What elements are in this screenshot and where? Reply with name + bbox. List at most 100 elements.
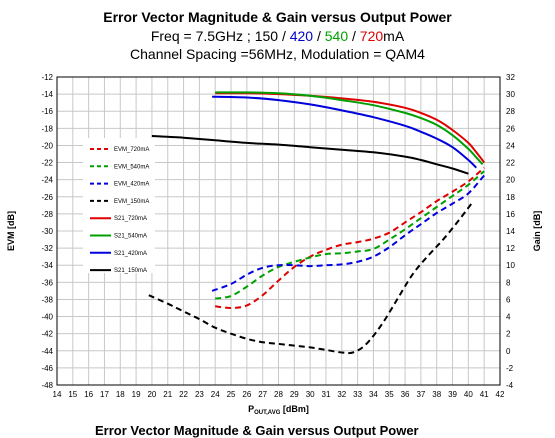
y2-tick-label: 26 — [506, 124, 515, 133]
x-tick-label: 19 — [132, 390, 141, 399]
y-tick-label: -40 — [41, 313, 53, 322]
x-tick-label: 35 — [385, 390, 394, 399]
y2-tick-label: 0 — [506, 347, 511, 356]
legend-label: S21_540mA — [114, 234, 147, 240]
x-tick-label: 22 — [179, 390, 188, 399]
x-tick-label: 27 — [258, 390, 267, 399]
x-tick-label: 32 — [337, 390, 346, 399]
x-tick-label: 30 — [306, 390, 315, 399]
y-tick-labels: -12 -14 -16 -18 -20 -22 -24 -26 -28 -30 -32 -34 -36 -… — [41, 73, 53, 390]
x-tick-label: 41 — [480, 390, 489, 399]
x-tick-label: 17 — [100, 390, 109, 399]
chart-subtitle-channel: Channel Spacing =56MHz, Modulation = QAM… — [130, 46, 425, 62]
series-line-evm-150ma — [148, 203, 473, 355]
x-tick-label: 24 — [211, 390, 220, 399]
y-tick-label: -24 — [41, 176, 53, 185]
y2-tick-label: 2 — [506, 330, 511, 339]
y-tick-label: -46 — [41, 364, 53, 373]
y-tick-label: -34 — [41, 261, 53, 270]
y-tick-label: -20 — [41, 141, 53, 150]
legend-label: S21_420mA — [114, 251, 147, 257]
series-line-s21-420ma — [212, 95, 477, 169]
x-tick-label: 39 — [448, 390, 457, 399]
x-tick-label: 40 — [464, 390, 473, 399]
legend-label: S21_720mA — [114, 216, 147, 222]
subtitle-part-420: 420 — [289, 28, 314, 44]
y-tick-label: -36 — [41, 278, 53, 287]
x-tick-label: 15 — [68, 390, 77, 399]
y-tick-label: -28 — [41, 210, 53, 219]
x-tick-label: 29 — [290, 390, 299, 399]
subtitle-suffix: mA — [383, 28, 405, 44]
x-tick-label: 26 — [242, 390, 251, 399]
y-tick-label: -12 — [41, 73, 53, 82]
x-tick-label: 36 — [401, 390, 410, 399]
subtitle-part-540: 540 — [324, 28, 349, 44]
y2-tick-label: 8 — [506, 278, 511, 287]
x-tick-label: 21 — [163, 390, 172, 399]
legend-label: EVM_150mA — [114, 199, 149, 205]
y2-tick-label: -4 — [506, 381, 514, 390]
x-tick-label: 38 — [432, 390, 441, 399]
series-line-s21-540ma — [215, 91, 484, 165]
y2-tick-label: 20 — [506, 176, 515, 185]
x-tick-label: 28 — [274, 390, 283, 399]
legend-label: EVM_540mA — [114, 164, 149, 170]
series-line-evm-420ma — [211, 174, 485, 292]
y-tick-label: -18 — [41, 124, 53, 133]
y2-tick-label: 12 — [506, 244, 515, 253]
x-tick-label: 23 — [195, 390, 204, 399]
x-tick-label: 16 — [84, 390, 93, 399]
subtitle-sep-3: / — [348, 28, 360, 44]
y-tick-label: -26 — [41, 193, 53, 202]
series-line-evm-720ma — [215, 166, 485, 310]
y2-tick-label: 28 — [506, 107, 515, 116]
y2-tick-label: 16 — [506, 210, 515, 219]
y-tick-label: -42 — [41, 330, 53, 339]
series-lines — [148, 91, 486, 355]
x-tick-label: 42 — [496, 390, 505, 399]
subtitle-sep-2: / — [313, 28, 325, 44]
subtitle-prefix: Freq = 7.5GHz ; — [150, 28, 255, 44]
y-tick-label: -30 — [41, 227, 53, 236]
y2-tick-label: 6 — [506, 295, 511, 304]
y2-axis-label: Gain [dB] — [532, 211, 542, 252]
y2-tick-label: 4 — [506, 313, 511, 322]
x-tick-label: 25 — [227, 390, 236, 399]
y2-tick-label: 14 — [506, 227, 515, 236]
y2-tick-label: 18 — [506, 193, 515, 202]
series-line-s21-150ma — [151, 135, 469, 175]
x-tick-label: 37 — [416, 390, 425, 399]
y-tick-label: -22 — [41, 159, 53, 168]
legend-label: EVM_420mA — [114, 182, 149, 188]
y-tick-label: -44 — [41, 347, 53, 356]
x-tick-label: 34 — [369, 390, 378, 399]
x-tick-label: 18 — [116, 390, 125, 399]
x-axis-label: POUT,AVG [dBm] — [248, 404, 309, 416]
y2-tick-label: -2 — [506, 364, 514, 373]
x-tick-label: 20 — [147, 390, 156, 399]
subtitle-part-150: 150 — [254, 28, 279, 44]
subtitle-part-720: 720 — [359, 28, 384, 44]
x-tick-label: 33 — [353, 390, 362, 399]
chart-title: Error Vector Magnitude & Gain versus Out… — [103, 9, 452, 25]
x-tick-label: 14 — [53, 390, 62, 399]
y-tick-label: -48 — [41, 381, 53, 390]
y2-tick-label: 10 — [506, 261, 515, 270]
y-tick-label: -38 — [41, 295, 53, 304]
subtitle-sep-1: / — [278, 28, 290, 44]
x-tick-labels: 14 15 16 17 18 19 20 21 22 23 24 25 26 27 28 29 30 31 32 33… — [53, 390, 505, 399]
x-tick-label: 31 — [322, 390, 331, 399]
series-line-evm-540ma — [215, 170, 485, 300]
y2-tick-label: 32 — [506, 73, 515, 82]
y-tick-label: -14 — [41, 90, 53, 99]
y-tick-label: -16 — [41, 107, 53, 116]
y-axis-label: EVM [dB] — [6, 211, 16, 251]
legend-box — [83, 138, 155, 273]
legend: EVM_720mA EVM_540mA EVM_420mA EVM_150mA S21_… — [83, 138, 155, 274]
y2-tick-label: 30 — [506, 90, 515, 99]
chart-subtitle-frequency: Freq = 7.5GHz ; 150 / 420 / 540 / 720mA — [0, 28, 555, 44]
legend-label: EVM_720mA — [114, 147, 149, 153]
